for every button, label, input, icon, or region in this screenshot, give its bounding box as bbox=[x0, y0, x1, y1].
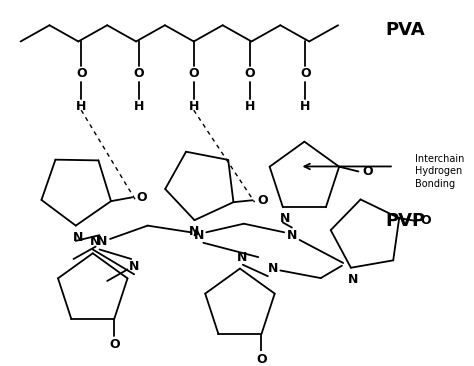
Text: H: H bbox=[134, 100, 144, 113]
Text: H: H bbox=[300, 100, 310, 113]
Text: N: N bbox=[129, 260, 139, 273]
Text: H: H bbox=[76, 100, 86, 113]
Text: O: O bbox=[134, 67, 144, 81]
Text: N: N bbox=[189, 225, 200, 238]
Text: O: O bbox=[257, 194, 268, 207]
Text: N: N bbox=[347, 273, 358, 286]
Text: O: O bbox=[76, 67, 87, 81]
Text: O: O bbox=[300, 67, 310, 81]
Text: O: O bbox=[137, 191, 147, 204]
Text: N: N bbox=[267, 262, 278, 275]
Text: N: N bbox=[97, 235, 108, 249]
Text: PVP: PVP bbox=[385, 212, 426, 230]
Text: Hydrogen: Hydrogen bbox=[415, 166, 462, 176]
Text: N: N bbox=[90, 235, 100, 249]
Text: N: N bbox=[193, 229, 204, 242]
Text: N: N bbox=[280, 212, 290, 225]
Text: PVA: PVA bbox=[385, 21, 425, 39]
Text: N: N bbox=[287, 229, 297, 242]
Text: Interchain: Interchain bbox=[415, 154, 465, 164]
Text: O: O bbox=[189, 67, 199, 81]
Text: O: O bbox=[363, 165, 374, 178]
Text: Bonding: Bonding bbox=[415, 179, 455, 188]
Text: H: H bbox=[245, 100, 255, 113]
Text: N: N bbox=[237, 251, 247, 264]
Text: O: O bbox=[256, 354, 267, 366]
Text: N: N bbox=[73, 231, 83, 243]
Text: O: O bbox=[244, 67, 255, 81]
Text: H: H bbox=[189, 100, 199, 113]
Text: O: O bbox=[421, 214, 431, 228]
Text: O: O bbox=[109, 338, 119, 351]
